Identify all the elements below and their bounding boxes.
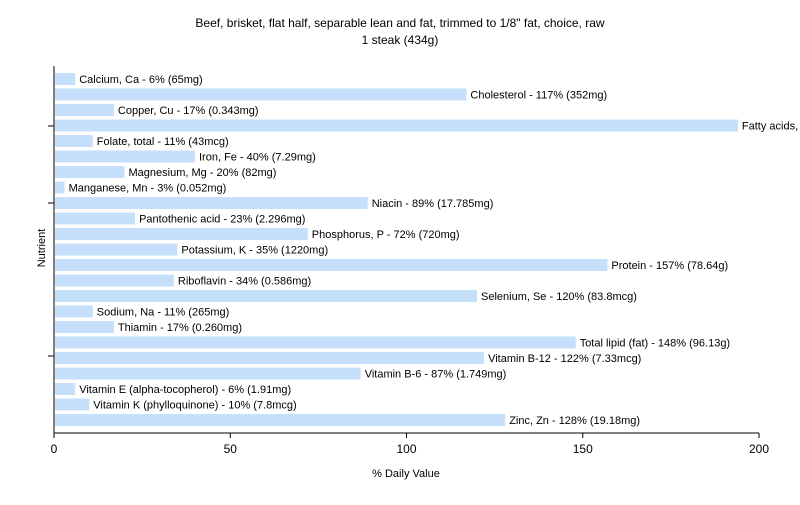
bar-label: Vitamin B-12 - 122% (7.33mcg)	[488, 353, 641, 365]
bar-label: Potassium, K - 35% (1220mg)	[181, 245, 328, 257]
bar	[55, 290, 477, 302]
bars-layer	[55, 73, 738, 426]
bar	[55, 228, 308, 240]
x-tick-label: 150	[573, 442, 593, 456]
bar-label: Folate, total - 11% (43mcg)	[97, 136, 229, 148]
x-tick-label: 0	[51, 442, 58, 456]
y-axis-label: Nutrient	[36, 229, 48, 268]
bar-label: Calcium, Ca - 6% (65mg)	[79, 74, 202, 86]
bar-label: Niacin - 89% (17.785mg)	[372, 198, 494, 210]
bar-label: Total lipid (fat) - 148% (96.13g)	[580, 338, 730, 350]
bar	[55, 367, 361, 380]
bar-label: Selenium, Se - 120% (83.8mcg)	[481, 291, 637, 303]
bar	[55, 212, 136, 225]
bar	[55, 259, 608, 271]
bar	[55, 305, 93, 318]
bar-label: Vitamin B-6 - 87% (1.749mg)	[365, 369, 507, 381]
bar	[55, 73, 76, 85]
x-tick-label: 200	[749, 442, 769, 456]
bar	[55, 104, 114, 116]
bar-label: Riboflavin - 34% (0.586mg)	[178, 276, 311, 288]
bar	[55, 166, 125, 178]
bar	[55, 352, 485, 364]
chart-title: Beef, brisket, flat half, separable lean…	[195, 16, 604, 30]
bar	[55, 414, 506, 426]
bar-label: Iron, Fe - 40% (7.29mg)	[199, 152, 316, 164]
bar	[55, 119, 738, 132]
bar-label: Pantothenic acid - 23% (2.296mg)	[139, 214, 305, 226]
bar-label: Copper, Cu - 17% (0.343mg)	[118, 105, 259, 117]
bar	[55, 321, 114, 333]
bar	[55, 383, 76, 395]
chart-subtitle: 1 steak (434g)	[362, 33, 439, 47]
x-tick-label: 50	[224, 442, 238, 456]
bar-label: Zinc, Zn - 128% (19.18mg)	[509, 415, 640, 427]
bar	[55, 135, 93, 147]
bar-labels-layer: Calcium, Ca - 6% (65mg) Cholesterol - 117…	[69, 74, 800, 427]
bar-label: Manganese, Mn - 3% (0.052mg)	[69, 183, 227, 195]
bar	[55, 88, 467, 101]
bar-label: Thiamin - 17% (0.260mg)	[118, 322, 242, 334]
bar-label: Phosphorus, P - 72% (720mg)	[312, 229, 460, 241]
bar-label: Magnesium, Mg - 20% (82mg)	[129, 167, 277, 179]
bar	[55, 181, 65, 194]
bar	[55, 336, 576, 349]
bar	[55, 150, 195, 163]
bar	[55, 398, 90, 411]
bar-label: Protein - 157% (78.64g)	[611, 260, 728, 272]
bar-label: Vitamin E (alpha-tocopherol) - 6% (1.91m…	[79, 384, 291, 396]
bar-label: Cholesterol - 117% (352mg)	[470, 90, 607, 102]
x-tick-label: 100	[396, 442, 416, 456]
bar-label: Vitamin K (phylloquinone) - 10% (7.8mcg)	[93, 400, 296, 412]
bar-label: Sodium, Na - 11% (265mg)	[97, 307, 229, 319]
bar	[55, 197, 368, 209]
axes-layer: 0 50 100 150 200	[48, 66, 769, 456]
bar	[55, 274, 174, 287]
bar	[55, 243, 178, 256]
bar-label: Fatty acids, total saturated - 194% (38.…	[742, 121, 800, 133]
x-axis-label: % Daily Value	[372, 468, 440, 480]
